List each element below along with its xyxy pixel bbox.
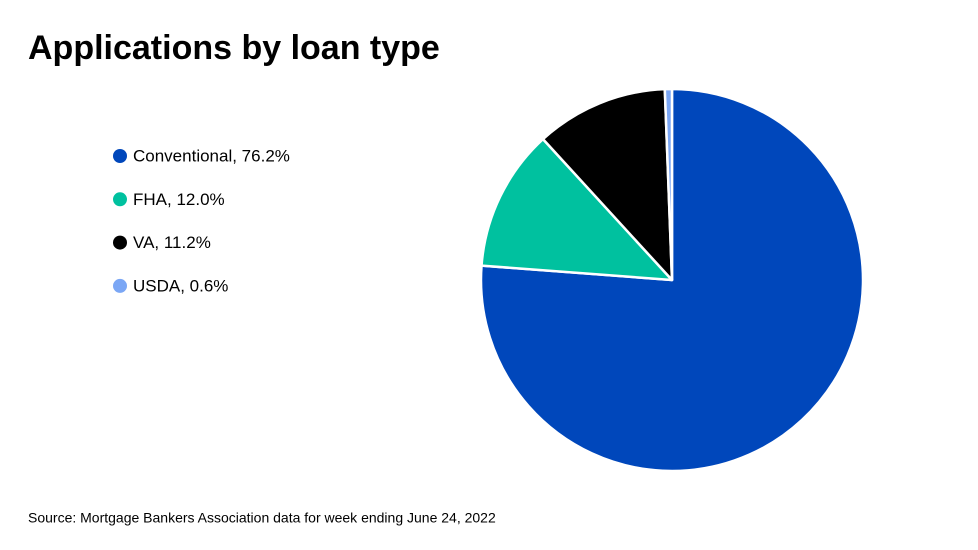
legend-swatch [113, 235, 127, 250]
pie-slice [480, 137, 674, 282]
legend-swatch [113, 149, 127, 163]
legend-label: VA, 11.2% [133, 233, 211, 252]
legend-label: USDA, 0.6% [133, 276, 228, 295]
pie-slice [541, 87, 674, 282]
legend-label: FHA, 12.0% [133, 190, 225, 209]
legend-swatch [113, 192, 127, 207]
source-note: Source: Mortgage Bankers Association dat… [28, 510, 496, 526]
pie-slice [663, 87, 674, 282]
legend-label: Conventional, 76.2% [133, 146, 290, 165]
legend-swatch [113, 278, 127, 293]
chart-title: Applications by loan type [28, 29, 440, 67]
